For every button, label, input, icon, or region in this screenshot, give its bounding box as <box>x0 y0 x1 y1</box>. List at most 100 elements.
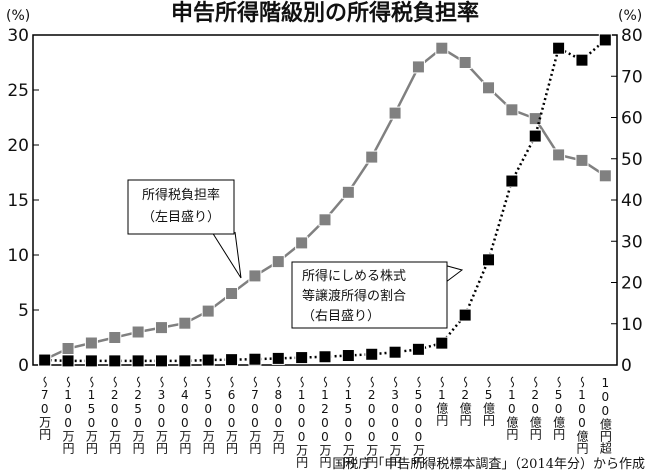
data-point <box>201 304 215 318</box>
data-point <box>248 352 262 366</box>
data-point <box>295 236 309 250</box>
y-tick-label: 10 <box>7 246 29 266</box>
data-point <box>178 316 192 330</box>
data-point <box>61 354 75 368</box>
data-point <box>341 349 355 363</box>
source: 国税庁「申告所得税標本調査」（2014年分）から作成 <box>332 456 645 472</box>
data-point <box>528 129 542 143</box>
x-tick-label: 〜500万円 <box>201 376 215 454</box>
x-tick-label: 〜1億円 <box>435 376 449 426</box>
x-tick-label: 〜100万円 <box>61 376 75 454</box>
y2-tick-label: 80 <box>621 26 643 46</box>
y-axis-label: (%) <box>6 8 30 24</box>
y2-tick-label: 50 <box>621 150 643 170</box>
annotation: （右目盛り） <box>302 309 380 324</box>
data-point <box>598 169 612 183</box>
data-point <box>131 325 145 339</box>
data-point <box>108 354 122 368</box>
data-point <box>575 153 589 167</box>
data-point <box>154 354 168 368</box>
data-point <box>552 41 566 55</box>
y-tick-label: 20 <box>7 136 29 156</box>
annotation: 等譲渡所得の割合 <box>302 288 406 304</box>
chart-title: 申告所得階級別の所得税負担率 <box>171 0 479 26</box>
y2-axis-label: (%) <box>618 8 642 24</box>
y2-tick-label: 10 <box>621 315 643 335</box>
data-point <box>458 308 472 322</box>
data-point <box>575 53 589 67</box>
x-tick-label: 〜800万円 <box>271 376 285 454</box>
y2-tick-label: 30 <box>621 232 643 252</box>
data-point <box>154 321 168 335</box>
data-point <box>225 353 239 367</box>
data-point <box>271 255 285 269</box>
data-point <box>435 41 449 55</box>
callout-box <box>291 261 448 329</box>
x-tick-label: 〜150万円 <box>84 376 98 454</box>
x-tick-label: 〜600万円 <box>225 376 239 454</box>
x-tick-label: 〜300万円 <box>154 376 168 454</box>
y-tick-label: 25 <box>7 81 29 101</box>
data-point <box>505 103 519 117</box>
data-point <box>131 354 145 368</box>
data-point <box>388 345 402 359</box>
data-point <box>411 60 425 74</box>
x-tick-label: 〜50億円 <box>552 376 566 440</box>
y2-tick-label: 0 <box>621 356 632 376</box>
callout-box <box>127 179 235 235</box>
x-tick-label: 〜70万円 <box>38 376 52 440</box>
data-point <box>248 269 262 283</box>
annotation: 所得税負担率 <box>142 187 220 203</box>
data-point <box>318 213 332 227</box>
data-point <box>108 331 122 344</box>
x-tick-label: 〜2億円 <box>458 376 472 426</box>
y-tick-label: 30 <box>7 26 29 46</box>
data-point <box>84 354 98 368</box>
data-point <box>318 350 332 364</box>
x-tick-label: 〜1200万円 <box>318 376 332 468</box>
data-point <box>201 353 215 367</box>
data-point <box>295 351 309 365</box>
y2-tick-label: 70 <box>621 67 643 87</box>
data-point <box>61 342 75 355</box>
data-point <box>458 56 472 69</box>
data-point <box>365 150 379 164</box>
data-point <box>388 106 402 120</box>
x-tick-label: 〜1500万円 <box>341 376 355 468</box>
data-point <box>435 336 449 350</box>
x-tick-label: 〜10億円 <box>505 376 519 440</box>
x-tick-label: 〜200万円 <box>108 376 122 454</box>
data-point <box>178 354 192 368</box>
data-point <box>225 287 239 300</box>
data-point <box>38 353 52 367</box>
y-tick-label: 5 <box>18 301 29 321</box>
annotation: （左目盛り） <box>142 210 220 225</box>
x-tick-label: 〜3000万円 <box>388 376 402 468</box>
callout-pointer <box>211 231 242 279</box>
annotation: 所得にしめる株式 <box>302 268 406 284</box>
x-tick-label: 100億円超 <box>598 376 612 455</box>
y2-tick-label: 60 <box>621 109 643 129</box>
y2-tick-label: 40 <box>621 191 643 211</box>
y-tick-label: 15 <box>7 191 29 211</box>
x-tick-label: 〜5億円 <box>482 376 496 426</box>
x-tick-label: 〜2000万円 <box>365 376 379 468</box>
data-point <box>552 148 566 162</box>
x-tick-label: 〜100億円 <box>575 376 589 454</box>
data-point <box>271 351 285 365</box>
x-tick-label: 〜5000万円 <box>411 376 425 468</box>
x-tick-label: 〜20億円 <box>528 376 542 440</box>
data-point <box>365 347 379 361</box>
y-tick-label: 0 <box>18 356 29 376</box>
data-point <box>528 112 542 126</box>
data-point <box>341 185 355 199</box>
y2-tick-label: 20 <box>621 274 643 294</box>
data-point <box>411 342 425 356</box>
data-point <box>598 33 612 47</box>
x-tick-label: 〜700万円 <box>248 376 262 454</box>
data-point <box>505 174 519 188</box>
data-point <box>482 81 496 95</box>
x-tick-label: 〜250万円 <box>131 376 145 454</box>
x-tick-label: 〜400万円 <box>178 376 192 454</box>
